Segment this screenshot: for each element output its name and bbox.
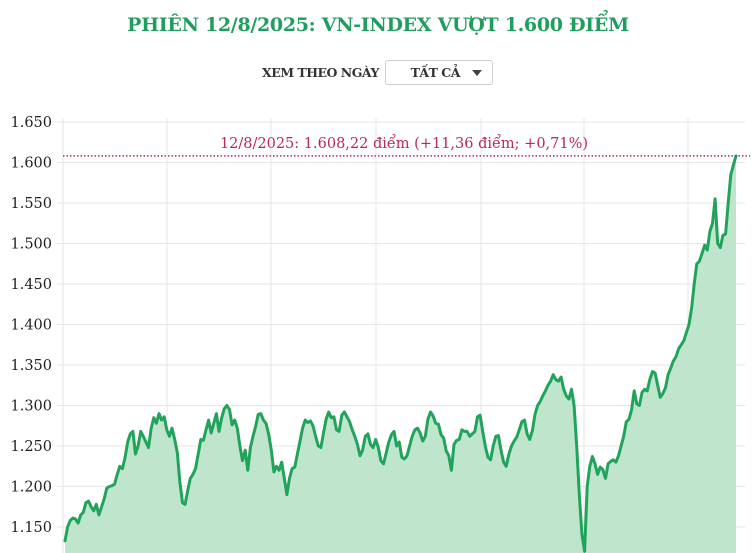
y-tick-label: 1.550	[10, 196, 52, 212]
y-tick-label: 1.350	[10, 358, 52, 374]
index-line	[63, 154, 738, 553]
y-tick-label: 1.400	[10, 318, 52, 334]
y-tick-label: 1.500	[10, 237, 52, 253]
date-range-select-value: TẤT CẢ	[410, 65, 461, 80]
y-tick-label: 1.150	[10, 520, 52, 536]
y-axis: 1.650 1.600 1.550 1.500 1.450 1.400 1.350 1.300…	[10, 115, 52, 536]
date-range-select[interactable]: TẤT CẢ	[384, 60, 493, 85]
reference-annotation: 12/8/2025: 1.608,22 điểm (+11,36 điểm; +…	[220, 134, 588, 152]
chevron-down-icon	[471, 69, 482, 76]
y-tick-label: 1.450	[10, 277, 52, 293]
y-tick-label: 1.650	[10, 115, 52, 131]
y-tick-label: 1.600	[10, 156, 52, 172]
date-filter: XEM THEO NGÀY TẤT CẢ	[262, 60, 493, 85]
y-tick-label: 1.300	[10, 399, 52, 415]
y-tick-label: 1.250	[10, 439, 52, 455]
y-tick-label: 1.200	[10, 480, 52, 496]
chart-title: PHIÊN 12/8/2025: VN-INDEX VƯỢT 1.600 ĐIỂ…	[127, 14, 629, 36]
index-area-fill	[65, 156, 736, 553]
date-filter-label: XEM THEO NGÀY	[262, 65, 379, 80]
